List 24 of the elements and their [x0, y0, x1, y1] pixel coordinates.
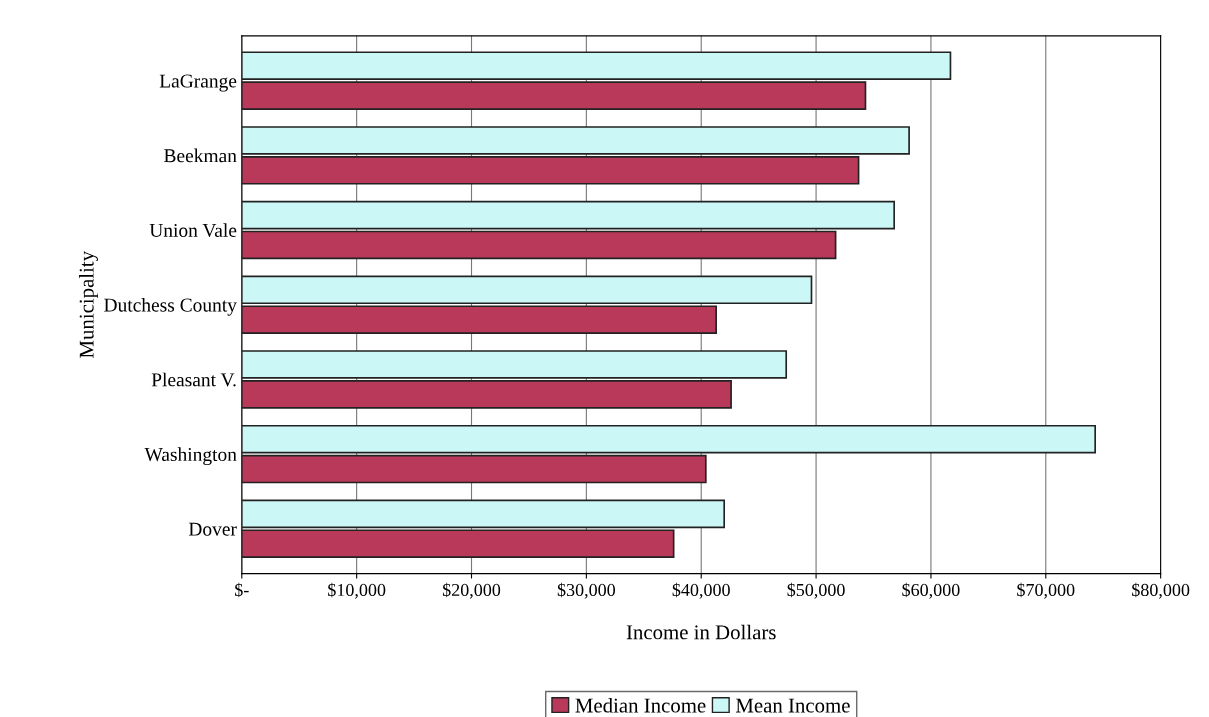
y-tick-label: Dutchess County [104, 297, 237, 316]
y-tick-label: Beekman [164, 148, 237, 163]
bar [241, 230, 837, 260]
bar [241, 200, 896, 230]
bar [241, 454, 707, 484]
y-tick-label: Washington [144, 447, 237, 466]
x-axis-title: Income in Dollars [626, 624, 776, 640]
legend-label: Median Income [575, 697, 706, 713]
x-tick-label: $50,000 [787, 582, 845, 599]
bar [241, 424, 1097, 454]
x-tick-label: $10,000 [328, 582, 386, 599]
y-tick-label: LaGrange [159, 74, 237, 92]
x-tick-label: $- [235, 582, 249, 598]
x-tick-label: $20,000 [442, 582, 501, 599]
y-tick-label: Union Vale [149, 223, 237, 238]
x-tick-label: $70,000 [1017, 582, 1075, 599]
x-tick-label: $80,000 [1132, 582, 1190, 599]
x-tick-label: $60,000 [902, 582, 960, 599]
y-tick-label: Pleasant V. [151, 372, 236, 387]
y-tick-label: Dover [188, 522, 237, 536]
legend-label: Mean Income [735, 698, 850, 713]
x-tick-label: $40,000 [672, 582, 730, 599]
y-axis-title: Municipality [79, 250, 98, 358]
x-tick-label: $30,000 [557, 582, 616, 599]
